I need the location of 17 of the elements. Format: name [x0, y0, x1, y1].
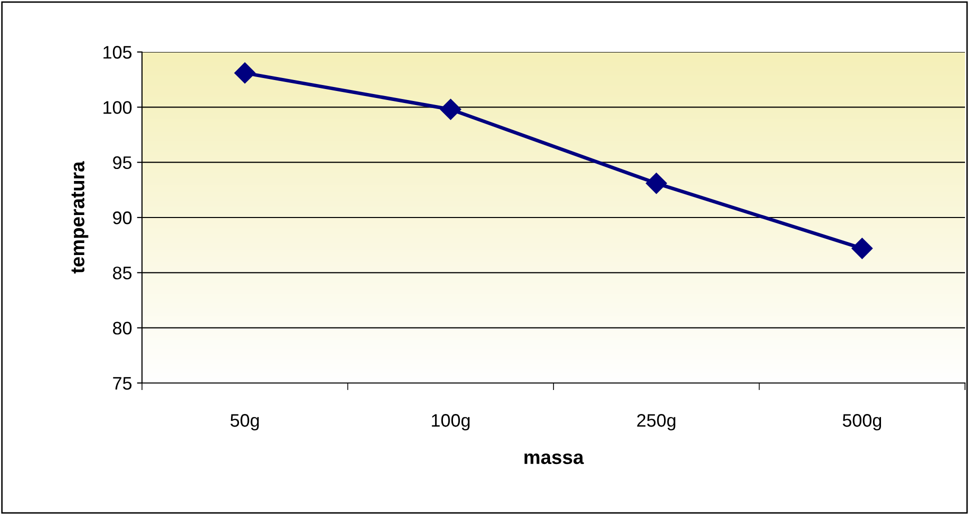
x-tick-label: 100g — [432, 414, 470, 430]
x-axis-title: massa — [524, 453, 584, 464]
y-tick-label: 85 — [112, 266, 132, 280]
y-axis-title: temperatura — [72, 161, 88, 274]
point — [646, 172, 667, 194]
y-tick-label: 95 — [113, 156, 132, 170]
x-tick-label: 250g — [637, 414, 676, 430]
point — [234, 62, 256, 84]
y-tick-label: 75 — [113, 377, 132, 390]
y-tick-label: 105 — [104, 46, 132, 59]
x-tick-label: 50g — [230, 414, 259, 430]
y-tick-label: 90 — [113, 211, 132, 224]
y-tick-label: 100 — [104, 101, 132, 114]
point — [852, 238, 873, 259]
x-tick-label: 500g — [842, 414, 882, 430]
point — [440, 98, 462, 120]
y-tick-label: 80 — [112, 322, 132, 335]
